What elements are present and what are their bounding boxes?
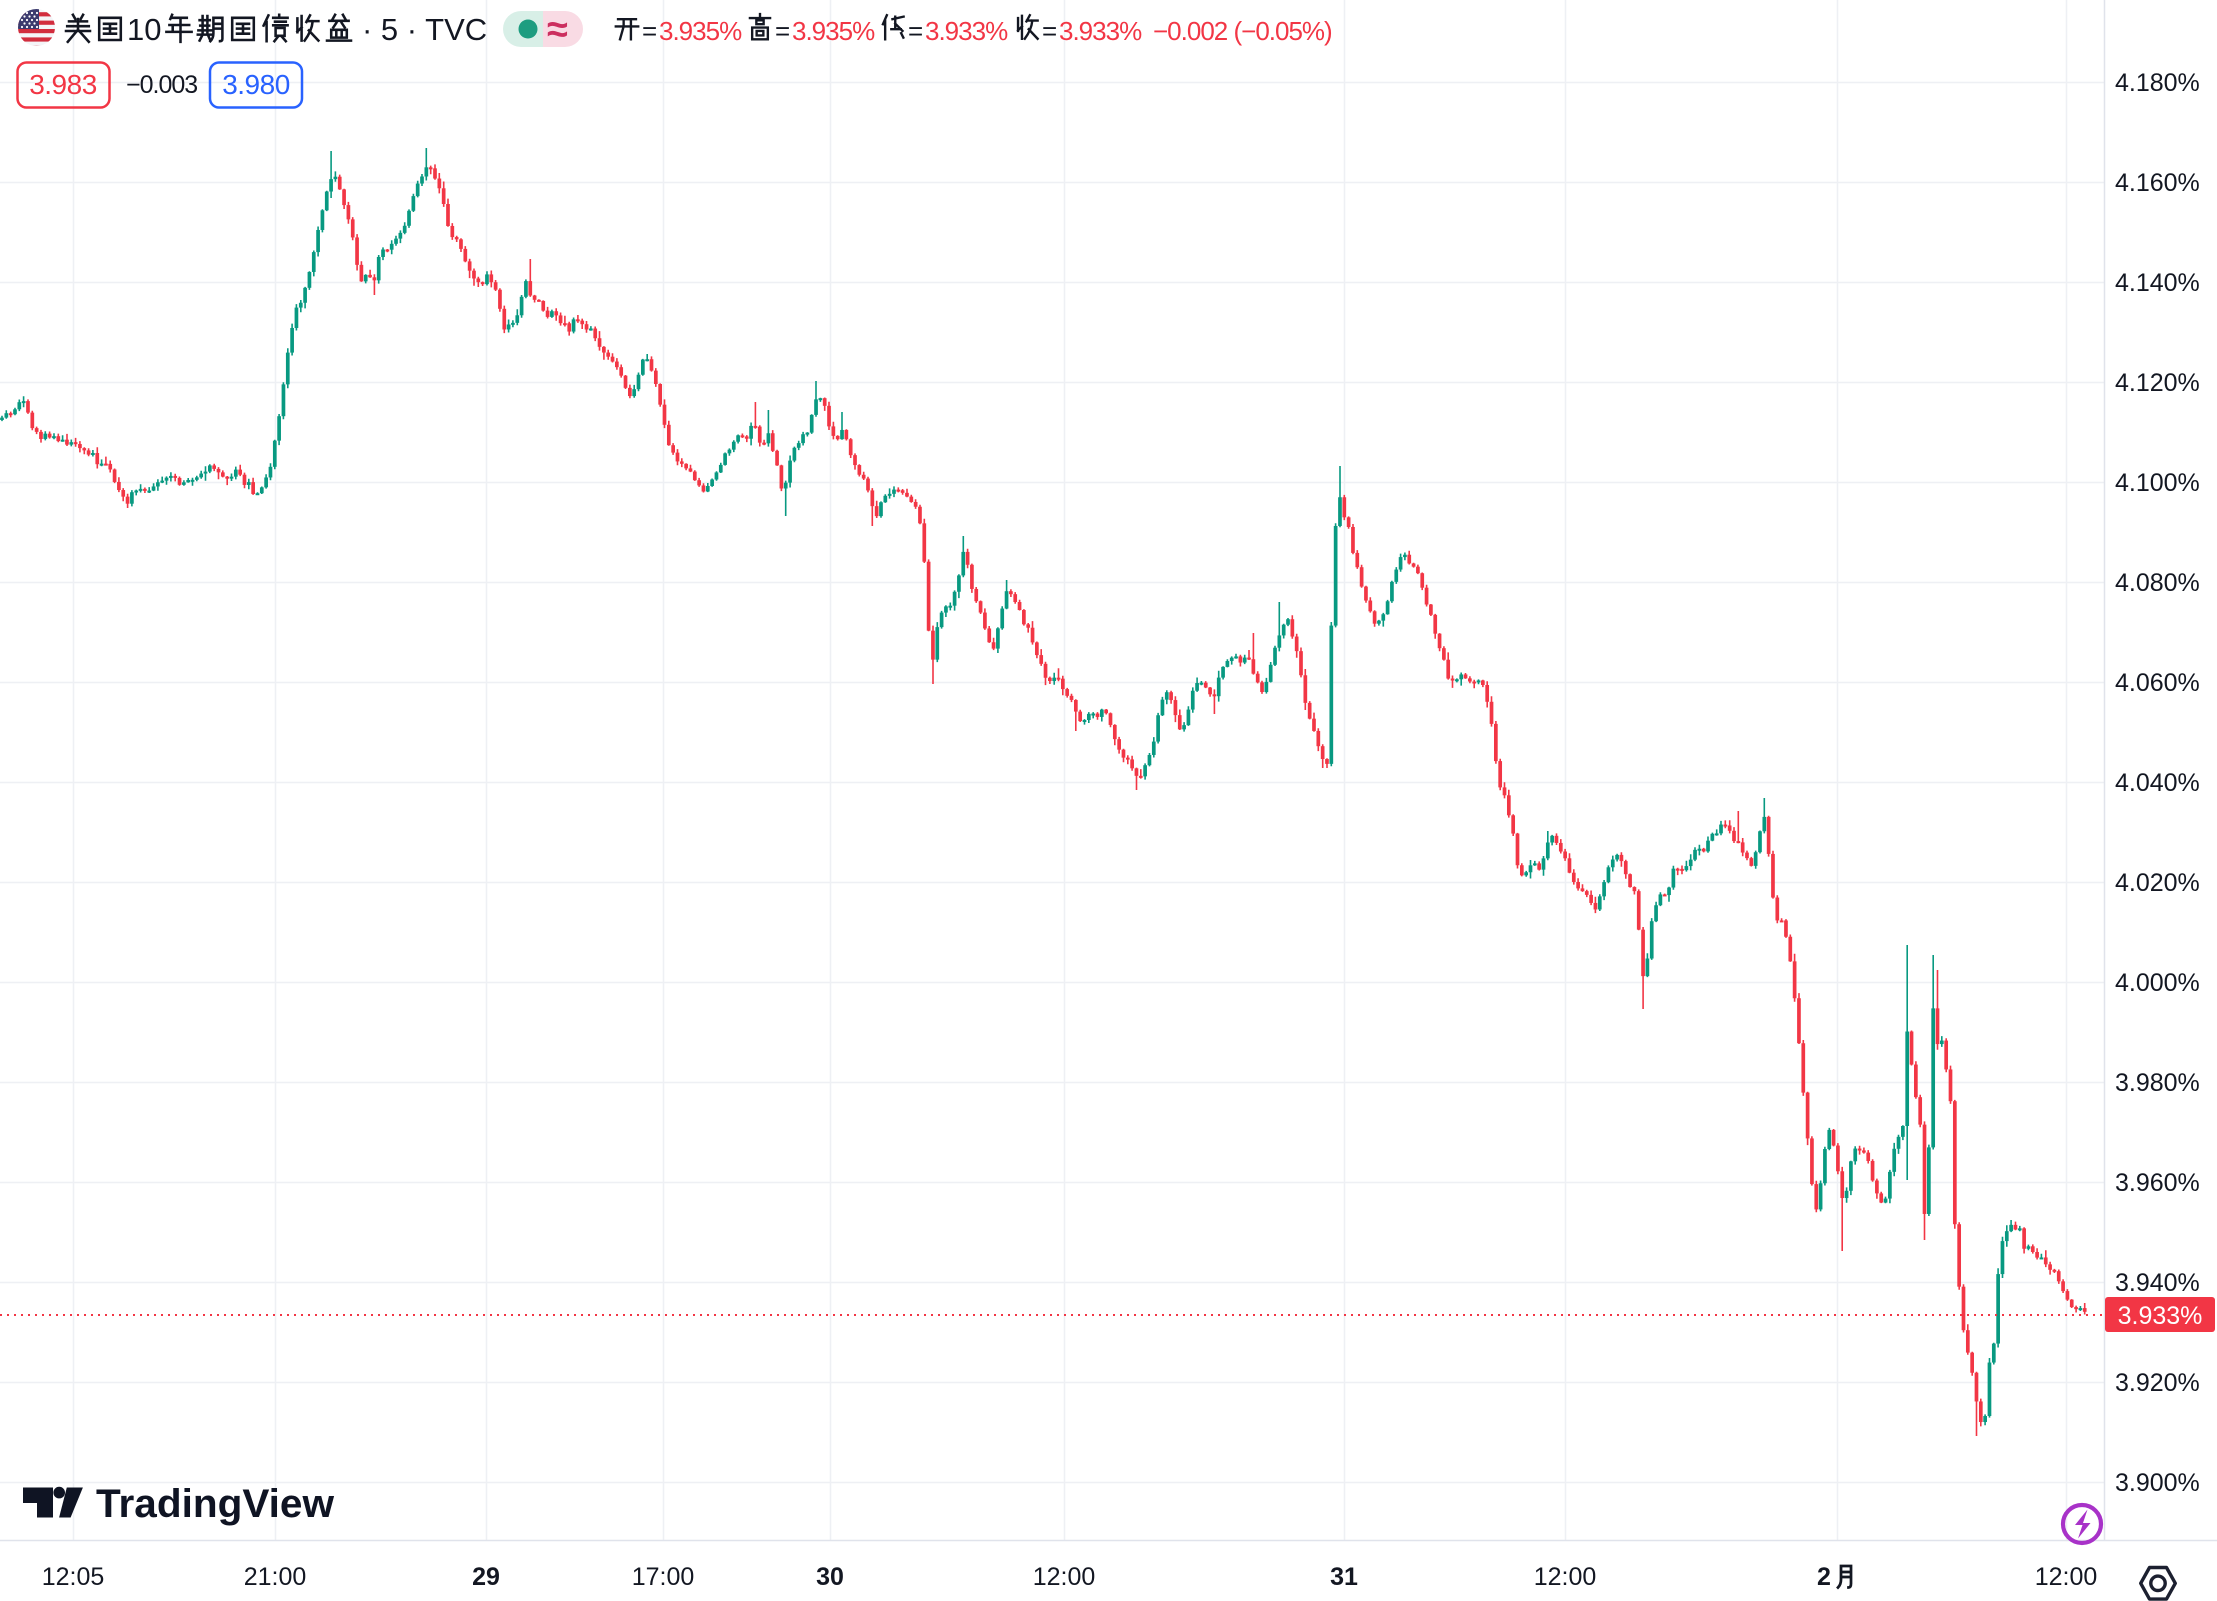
svg-text:3.933%: 3.933%	[1059, 16, 1142, 46]
svg-text:17:00: 17:00	[632, 1563, 695, 1591]
svg-text:3.900%: 3.900%	[2115, 1469, 2200, 1497]
svg-text:3.960%: 3.960%	[2115, 1169, 2200, 1197]
svg-text:3.933%: 3.933%	[2118, 1302, 2203, 1330]
svg-text:3.940%: 3.940%	[2115, 1269, 2200, 1297]
svg-text:· 5 · TVC: · 5 · TVC	[362, 12, 487, 47]
svg-text:3.933%: 3.933%	[925, 16, 1008, 46]
svg-text:≈: ≈	[547, 9, 568, 51]
svg-text:=: =	[642, 16, 656, 46]
svg-text:12:00: 12:00	[1033, 1563, 1096, 1591]
svg-text:4.140%: 4.140%	[2115, 269, 2200, 297]
svg-text:2: 2	[1817, 1563, 1831, 1591]
svg-text:21:00: 21:00	[244, 1563, 307, 1591]
svg-text:12:00: 12:00	[2035, 1563, 2098, 1591]
svg-text:=: =	[908, 16, 922, 46]
svg-text:4.180%: 4.180%	[2115, 69, 2200, 97]
svg-text:=: =	[775, 16, 789, 46]
svg-text:3.935%: 3.935%	[792, 16, 875, 46]
svg-text:29: 29	[472, 1563, 500, 1591]
svg-text:12:05: 12:05	[42, 1563, 105, 1591]
svg-text:=: =	[1042, 16, 1056, 46]
svg-text:31: 31	[1330, 1563, 1358, 1591]
svg-text:3.980: 3.980	[222, 69, 290, 100]
svg-text:4.120%: 4.120%	[2115, 369, 2200, 397]
svg-text:TradingView: TradingView	[96, 1482, 335, 1526]
svg-text:3.980%: 3.980%	[2115, 1069, 2200, 1097]
svg-text:3.935%: 3.935%	[659, 16, 742, 46]
svg-text:4.040%: 4.040%	[2115, 769, 2200, 797]
svg-text:3.983: 3.983	[29, 69, 97, 100]
svg-text:3.920%: 3.920%	[2115, 1369, 2200, 1397]
svg-text:12:00: 12:00	[1534, 1563, 1597, 1591]
svg-text:−0.002 (−0.05%): −0.002 (−0.05%)	[1153, 16, 1332, 46]
svg-text:4.080%: 4.080%	[2115, 569, 2200, 597]
svg-text:−0.003: −0.003	[126, 71, 197, 99]
svg-text:10: 10	[127, 12, 161, 47]
svg-text:4.060%: 4.060%	[2115, 669, 2200, 697]
svg-text:4.100%: 4.100%	[2115, 469, 2200, 497]
svg-text:4.160%: 4.160%	[2115, 169, 2200, 197]
svg-text:4.000%: 4.000%	[2115, 969, 2200, 997]
svg-text:30: 30	[816, 1563, 844, 1591]
svg-text:4.020%: 4.020%	[2115, 869, 2200, 897]
